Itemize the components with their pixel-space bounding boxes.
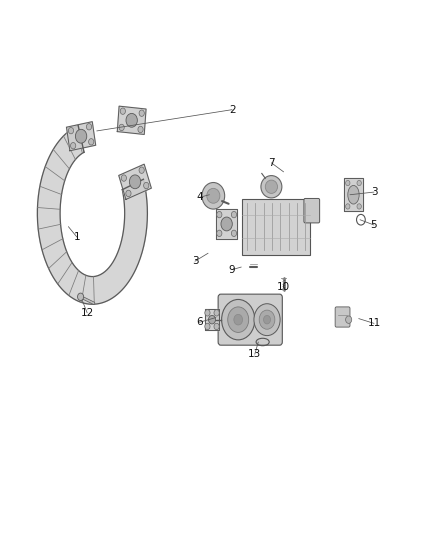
Circle shape bbox=[120, 108, 125, 115]
Circle shape bbox=[222, 300, 255, 340]
Polygon shape bbox=[344, 178, 363, 211]
Text: 2: 2 bbox=[229, 104, 235, 115]
Text: 3: 3 bbox=[192, 256, 198, 266]
Text: 11: 11 bbox=[367, 318, 381, 328]
Polygon shape bbox=[205, 309, 219, 330]
Polygon shape bbox=[67, 122, 95, 151]
Text: 6: 6 bbox=[196, 317, 203, 327]
Circle shape bbox=[214, 310, 219, 316]
Circle shape bbox=[68, 127, 74, 134]
Text: 1: 1 bbox=[74, 232, 81, 243]
Circle shape bbox=[217, 212, 222, 218]
Text: 5: 5 bbox=[371, 220, 377, 230]
Circle shape bbox=[126, 114, 138, 127]
Circle shape bbox=[205, 310, 210, 316]
Circle shape bbox=[231, 212, 237, 218]
Text: 10: 10 bbox=[277, 282, 290, 292]
Text: 3: 3 bbox=[371, 187, 377, 197]
FancyBboxPatch shape bbox=[304, 198, 320, 223]
Text: 7: 7 bbox=[268, 158, 275, 168]
Circle shape bbox=[129, 175, 141, 189]
Circle shape bbox=[75, 130, 87, 143]
FancyBboxPatch shape bbox=[335, 307, 350, 327]
Circle shape bbox=[221, 217, 232, 231]
Circle shape bbox=[231, 230, 237, 237]
Ellipse shape bbox=[202, 182, 225, 209]
Circle shape bbox=[357, 180, 361, 185]
Circle shape bbox=[205, 324, 210, 329]
Polygon shape bbox=[216, 209, 237, 239]
Circle shape bbox=[259, 310, 275, 329]
Circle shape bbox=[254, 304, 280, 336]
Ellipse shape bbox=[265, 180, 278, 193]
Circle shape bbox=[234, 314, 243, 325]
Circle shape bbox=[228, 307, 249, 333]
Circle shape bbox=[71, 142, 76, 149]
Polygon shape bbox=[37, 126, 148, 304]
Circle shape bbox=[214, 324, 219, 329]
Circle shape bbox=[208, 316, 215, 324]
Circle shape bbox=[346, 316, 352, 324]
Text: 4: 4 bbox=[196, 192, 203, 203]
Circle shape bbox=[138, 126, 143, 133]
Circle shape bbox=[88, 139, 94, 145]
Circle shape bbox=[139, 167, 144, 173]
Circle shape bbox=[217, 230, 222, 237]
Polygon shape bbox=[119, 164, 152, 199]
Circle shape bbox=[144, 182, 149, 189]
Circle shape bbox=[346, 180, 350, 185]
Circle shape bbox=[346, 204, 350, 209]
Circle shape bbox=[139, 110, 144, 116]
Ellipse shape bbox=[261, 175, 282, 198]
Circle shape bbox=[86, 124, 92, 130]
Circle shape bbox=[121, 175, 127, 181]
Ellipse shape bbox=[207, 188, 220, 203]
Text: 9: 9 bbox=[229, 265, 235, 274]
Text: 13: 13 bbox=[248, 349, 261, 359]
Circle shape bbox=[357, 204, 361, 209]
Polygon shape bbox=[117, 106, 146, 134]
Ellipse shape bbox=[348, 185, 359, 204]
Circle shape bbox=[78, 293, 84, 301]
FancyBboxPatch shape bbox=[218, 294, 283, 345]
Circle shape bbox=[264, 316, 271, 324]
Text: 12: 12 bbox=[81, 308, 94, 318]
FancyBboxPatch shape bbox=[242, 199, 310, 255]
Circle shape bbox=[119, 124, 124, 131]
Circle shape bbox=[126, 190, 131, 197]
